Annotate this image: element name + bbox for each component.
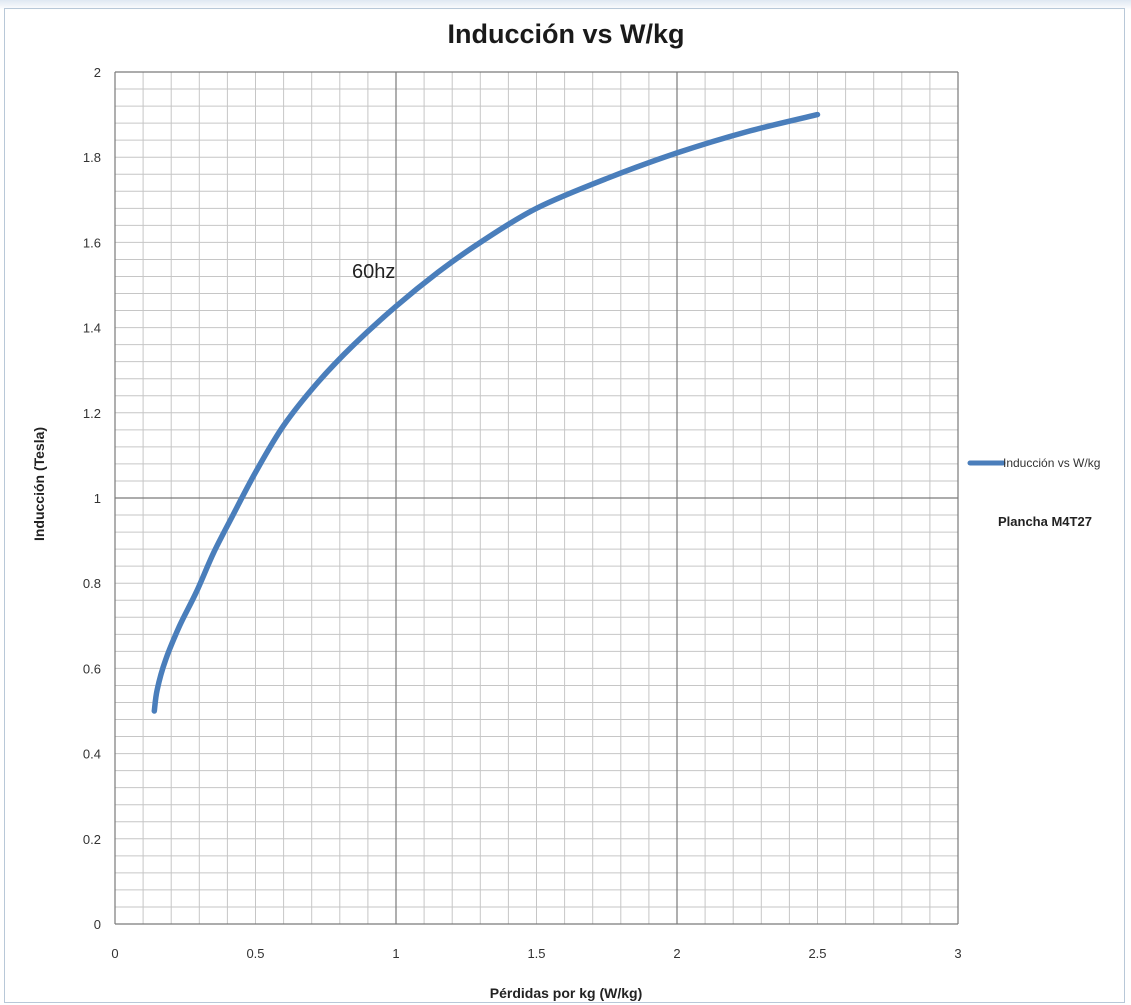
legend: Inducción vs W/kg	[967, 456, 1100, 470]
series-layer	[151, 111, 821, 714]
y-tick-label: 0.8	[83, 576, 101, 591]
y-tick-label: 1.8	[83, 150, 101, 165]
chart-title: Inducción vs W/kg	[447, 19, 684, 49]
chart-frame	[4, 8, 1125, 1003]
y-tick-label: 1	[94, 491, 101, 506]
y-tick-label: 1.6	[83, 235, 101, 250]
chart-frame-top	[0, 0, 1131, 10]
major-grid	[114, 71, 959, 925]
y-tick-label: 0.6	[83, 661, 101, 676]
y-axis-title: Inducción (Tesla)	[31, 427, 47, 541]
x-tick-label: 0	[111, 946, 118, 961]
legend-entry: Inducción vs W/kg	[1003, 456, 1100, 470]
x-axis-title: Pérdidas por kg (W/kg)	[490, 985, 642, 1001]
y-tick-label: 1.4	[83, 321, 101, 336]
y-tick-label: 0.2	[83, 832, 101, 847]
y-tick-labels: 0 0.2 0.4 0.6 0.8 1 1.2 1.4 1.6 1.8 2	[83, 65, 101, 932]
x-tick-label: 0.5	[246, 946, 264, 961]
y-tick-label: 0	[94, 917, 101, 932]
x-tick-label: 3	[954, 946, 961, 961]
frequency-annotation: 60hz	[352, 261, 395, 283]
series-line-0	[151, 111, 821, 714]
y-tick-label: 0.4	[83, 747, 101, 762]
x-tick-labels: 0 0.5 1 1.5 2 2.5 3	[111, 946, 961, 961]
y-tick-label: 2	[94, 65, 101, 80]
material-note: Plancha M4T27	[998, 514, 1092, 529]
y-tick-label: 1.2	[83, 406, 101, 421]
x-tick-label: 1.5	[527, 946, 545, 961]
x-tick-label: 2	[673, 946, 680, 961]
x-tick-label: 2.5	[808, 946, 826, 961]
x-tick-label: 1	[392, 946, 399, 961]
